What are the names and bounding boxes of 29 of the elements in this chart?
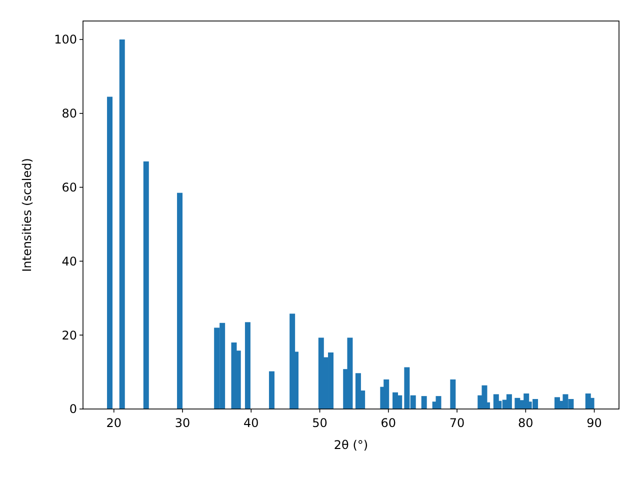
x-tick-label: 40 xyxy=(244,416,259,430)
bar xyxy=(107,96,113,409)
x-tick-label: 90 xyxy=(586,416,602,430)
y-tick-label: 100 xyxy=(54,32,77,47)
y-axis-title: Intensities (scaled) xyxy=(20,158,34,272)
bar xyxy=(177,192,183,409)
x-tick-label: 60 xyxy=(380,416,396,430)
bar xyxy=(244,322,250,409)
y-tick-label: 80 xyxy=(62,106,77,121)
x-tick-label: 80 xyxy=(518,416,534,430)
bar xyxy=(384,379,390,409)
bar xyxy=(588,398,594,409)
y-tick-label: 60 xyxy=(62,180,77,194)
bar xyxy=(506,394,512,409)
x-tick-label: 70 xyxy=(449,416,465,430)
y-tick-label: 40 xyxy=(62,254,77,268)
x-axis-title: 2θ (°) xyxy=(334,438,368,452)
bar xyxy=(119,39,125,409)
bar xyxy=(347,338,353,409)
y-tick-label: 20 xyxy=(62,328,77,342)
bar xyxy=(450,379,456,409)
bar xyxy=(421,396,427,409)
y-tick-label: 0 xyxy=(69,402,77,416)
bar xyxy=(396,395,402,409)
x-tick-label: 50 xyxy=(312,416,328,430)
bar xyxy=(268,371,274,409)
bar xyxy=(143,161,149,409)
x-tick-label: 20 xyxy=(106,416,122,430)
x-tick-label: 30 xyxy=(174,416,190,430)
